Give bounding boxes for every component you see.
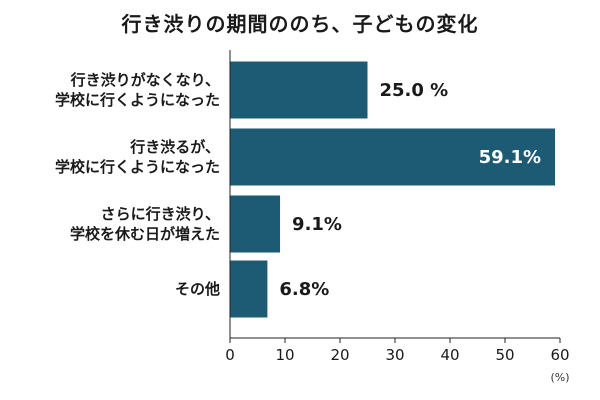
bar-3 bbox=[230, 260, 268, 318]
category-label-3-0: その他 bbox=[175, 280, 220, 298]
value-label-1: 59.1% bbox=[479, 147, 541, 168]
x-tick-label-10: 10 bbox=[275, 346, 294, 364]
x-tick-label-50: 50 bbox=[495, 346, 514, 364]
category-label-2-1: 学校を休む日が増えた bbox=[70, 225, 220, 243]
category-label-2-0: さらに行き渋り、 bbox=[101, 205, 220, 223]
x-tick-label-60: 60 bbox=[550, 346, 569, 364]
category-label-1-1: 学校に行くようになった bbox=[55, 158, 220, 176]
x-unit-label: (%) bbox=[550, 371, 569, 384]
category-label-0-1: 学校に行くようになった bbox=[55, 91, 220, 109]
bar-0 bbox=[230, 61, 368, 119]
value-label-0: 25.0 % bbox=[380, 80, 449, 101]
chart-title: 行き渋りの期間ののち、子どもの変化 bbox=[121, 12, 479, 36]
bar-2 bbox=[230, 195, 281, 253]
x-tick-label-20: 20 bbox=[330, 346, 349, 364]
x-tick-label-0: 0 bbox=[225, 346, 235, 364]
x-tick-label-30: 30 bbox=[385, 346, 404, 364]
value-label-2: 9.1% bbox=[292, 214, 342, 235]
category-label-0-0: 行き渋りがなくなり、 bbox=[70, 71, 220, 89]
x-tick-label-40: 40 bbox=[440, 346, 459, 364]
category-label-1-0: 行き渋るが、 bbox=[129, 138, 220, 156]
bar-1 bbox=[230, 128, 556, 186]
value-label-3: 6.8% bbox=[279, 279, 329, 300]
